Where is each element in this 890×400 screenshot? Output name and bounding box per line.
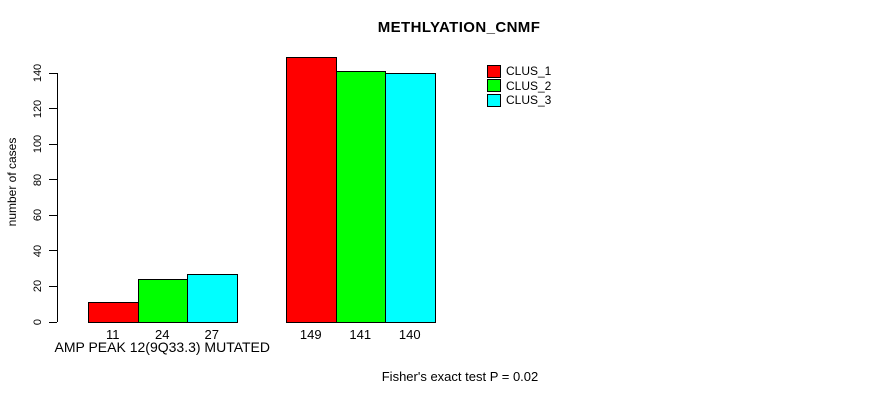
legend: CLUS_1 CLUS_2 CLUS_3 [487,64,551,108]
legend-swatch-clus_2 [487,79,501,93]
y-axis-tick-label: 100 [32,134,44,154]
legend-entry-clus_1: CLUS_1 [487,64,551,79]
bar-value-label: 24 [155,327,170,342]
y-axis-tick-label: 140 [32,63,44,83]
y-axis-tick-label: 60 [32,209,44,222]
bar-clus_2-group2 [335,71,386,323]
annotation-fisher-test: Fisher's exact test P = 0.02 [381,369,539,384]
y-axis-tick [49,285,57,287]
y-axis-tick-label: 120 [32,99,44,118]
y-axis-tick-label: 40 [32,244,44,257]
bar-value-label: 140 [398,327,421,342]
y-axis-tick [49,108,57,110]
y-axis-tick [49,250,57,252]
chart-title: METHLYATION_CNMF [377,19,541,36]
category-label-group1: AMP PEAK 12(9Q33.3) MUTATED [54,339,271,355]
bar-clus_1-group2 [286,56,337,323]
legend-swatch-clus_1 [487,64,501,78]
y-axis-tick [49,143,57,145]
y-axis-tick [49,214,57,216]
legend-swatch-clus_3 [487,93,501,107]
legend-label: CLUS_2 [506,78,552,93]
y-axis-tick-label: 0 [32,318,44,326]
bar-clus_1-group1 [88,302,139,323]
bar-value-label: 149 [299,327,322,342]
bar-clus_2-group1 [137,279,188,323]
legend-label: CLUS_1 [506,64,552,79]
bar-clus_3-group1 [187,273,238,323]
y-axis-tick [49,321,57,323]
legend-entry-clus_3: CLUS_3 [487,93,551,108]
bar-value-label: 141 [349,327,372,342]
y-axis-tick [49,179,57,181]
legend-label: CLUS_3 [506,93,552,108]
legend-entry-clus_2: CLUS_2 [487,79,551,94]
y-axis-tick-label: 20 [32,280,44,293]
y-axis-tick-label: 80 [32,173,44,186]
y-axis-line [57,73,58,322]
bar-value-label: 11 [106,327,120,342]
bar-value-label: 27 [204,327,219,342]
bar-clus_3-group2 [385,73,436,323]
y-axis-tick [49,72,57,74]
